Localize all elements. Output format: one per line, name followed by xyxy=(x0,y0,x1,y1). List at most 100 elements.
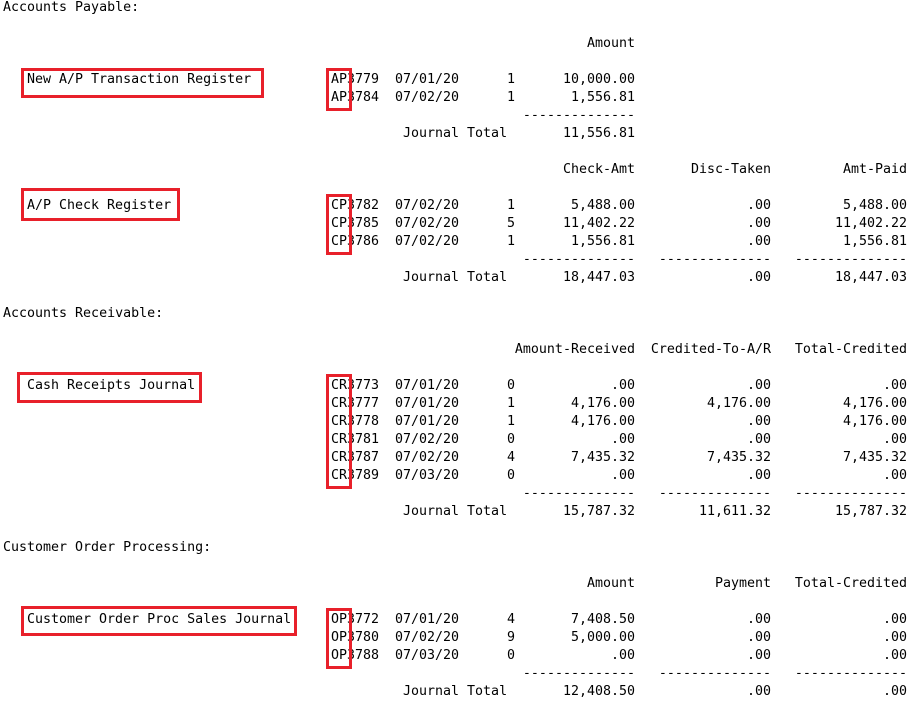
amount-cell: .00 xyxy=(746,468,771,483)
entry-count: 0 xyxy=(506,378,515,393)
journal-date: 07/01/20 xyxy=(395,72,460,87)
journal-name: Customer Order Proc Sales Journal xyxy=(27,612,292,627)
entry-count: 1 xyxy=(506,234,515,249)
amount-cell: .00 xyxy=(746,612,771,627)
entry-count: 1 xyxy=(506,198,515,213)
journal-total-label: Journal Total xyxy=(403,126,508,141)
journal-name-highlight xyxy=(17,372,202,403)
journal-total-label: Journal Total xyxy=(403,504,508,519)
amount-cell: .00 xyxy=(882,432,907,447)
amount-cell: 4,176.00 xyxy=(570,396,635,411)
amount-cell: 7,435.32 xyxy=(842,450,907,465)
journal-total-value: .00 xyxy=(882,684,907,699)
amount-cell: 7,435.32 xyxy=(706,450,771,465)
amount-cell: 5,000.00 xyxy=(570,630,635,645)
journal-code-highlight xyxy=(326,608,352,669)
entry-count: 1 xyxy=(506,90,515,105)
amount-cell: .00 xyxy=(746,630,771,645)
amount-cell: 4,176.00 xyxy=(842,396,907,411)
amount-cell: .00 xyxy=(610,648,635,663)
column-header: Amount-Received xyxy=(514,342,635,357)
entry-count: 9 xyxy=(506,630,515,645)
journal-date: 07/02/20 xyxy=(395,630,460,645)
column-header: Total-Credited xyxy=(794,342,907,357)
total-divider: -------------- xyxy=(522,252,635,267)
journal-code: OP3788 xyxy=(331,648,380,663)
entry-count: 5 xyxy=(506,216,515,231)
total-divider: -------------- xyxy=(658,666,771,681)
journal-code: CP3782 xyxy=(331,198,380,213)
amount-cell: .00 xyxy=(746,648,771,663)
amount-cell: 1,556.81 xyxy=(570,234,635,249)
amount-cell: .00 xyxy=(746,432,771,447)
amount-cell: 4,176.00 xyxy=(570,414,635,429)
journal-code-highlight xyxy=(326,194,352,255)
amount-cell: .00 xyxy=(610,378,635,393)
entry-count: 1 xyxy=(506,72,515,87)
amount-cell: 11,402.22 xyxy=(834,216,907,231)
journal-total-label: Journal Total xyxy=(403,270,508,285)
journal-code: AP3784 xyxy=(331,90,380,105)
amount-cell: .00 xyxy=(746,198,771,213)
journal-total-value: 15,787.32 xyxy=(834,504,907,519)
amount-cell: .00 xyxy=(610,468,635,483)
amount-cell: 7,408.50 xyxy=(570,612,635,627)
journal-code: CR3787 xyxy=(331,450,380,465)
journal-total-value: .00 xyxy=(746,684,771,699)
journal-code: CP3786 xyxy=(331,234,380,249)
section-title: Customer Order Processing: xyxy=(3,540,212,555)
entry-count: 0 xyxy=(506,648,515,663)
entry-count: 0 xyxy=(506,432,515,447)
amount-cell: .00 xyxy=(882,648,907,663)
amount-cell: .00 xyxy=(746,414,771,429)
journal-code: CP3785 xyxy=(331,216,380,231)
column-header: Total-Credited xyxy=(794,576,907,591)
amount-cell: .00 xyxy=(746,234,771,249)
amount-cell: 10,000.00 xyxy=(562,72,635,87)
journal-code: OP3772 xyxy=(331,612,380,627)
entry-count: 4 xyxy=(506,612,515,627)
amount-cell: .00 xyxy=(882,612,907,627)
amount-cell: .00 xyxy=(882,378,907,393)
journal-date: 07/02/20 xyxy=(395,432,460,447)
journal-total-value: .00 xyxy=(746,270,771,285)
journal-name-highlight xyxy=(21,188,180,221)
journal-name-highlight xyxy=(21,606,297,636)
entry-count: 1 xyxy=(506,414,515,429)
journal-code: OP3780 xyxy=(331,630,380,645)
amount-cell: .00 xyxy=(610,432,635,447)
journal-date: 07/02/20 xyxy=(395,450,460,465)
journal-date: 07/01/20 xyxy=(395,414,460,429)
amount-cell: 7,435.32 xyxy=(570,450,635,465)
column-header: Check-Amt xyxy=(562,162,635,177)
amount-cell: .00 xyxy=(746,378,771,393)
column-header: Credited-To-A/R xyxy=(650,342,771,357)
amount-cell: 4,176.00 xyxy=(842,414,907,429)
journal-date: 07/02/20 xyxy=(395,90,460,105)
journal-date: 07/02/20 xyxy=(395,216,460,231)
journal-code: CR3777 xyxy=(331,396,380,411)
journal-name-highlight xyxy=(21,68,264,98)
amount-cell: 5,488.00 xyxy=(570,198,635,213)
journal-code: AP3779 xyxy=(331,72,380,87)
journal-date: 07/02/20 xyxy=(395,198,460,213)
journal-total-label: Journal Total xyxy=(403,684,508,699)
journal-total-value: 18,447.03 xyxy=(834,270,907,285)
journal-date: 07/02/20 xyxy=(395,234,460,249)
column-header: Amt-Paid xyxy=(842,162,907,177)
journal-date: 07/01/20 xyxy=(395,396,460,411)
amount-cell: 4,176.00 xyxy=(706,396,771,411)
journal-code-highlight xyxy=(326,68,352,111)
amount-cell: 1,556.81 xyxy=(842,234,907,249)
entry-count: 1 xyxy=(506,396,515,411)
section-title: Accounts Receivable: xyxy=(3,306,164,321)
total-divider: -------------- xyxy=(522,108,635,123)
amount-cell: .00 xyxy=(882,630,907,645)
total-divider: -------------- xyxy=(522,486,635,501)
total-divider: -------------- xyxy=(658,252,771,267)
total-divider: -------------- xyxy=(522,666,635,681)
journal-code: CR3781 xyxy=(331,432,380,447)
column-header: Amount xyxy=(586,36,635,51)
journal-date: 07/03/20 xyxy=(395,648,460,663)
amount-cell: .00 xyxy=(746,216,771,231)
